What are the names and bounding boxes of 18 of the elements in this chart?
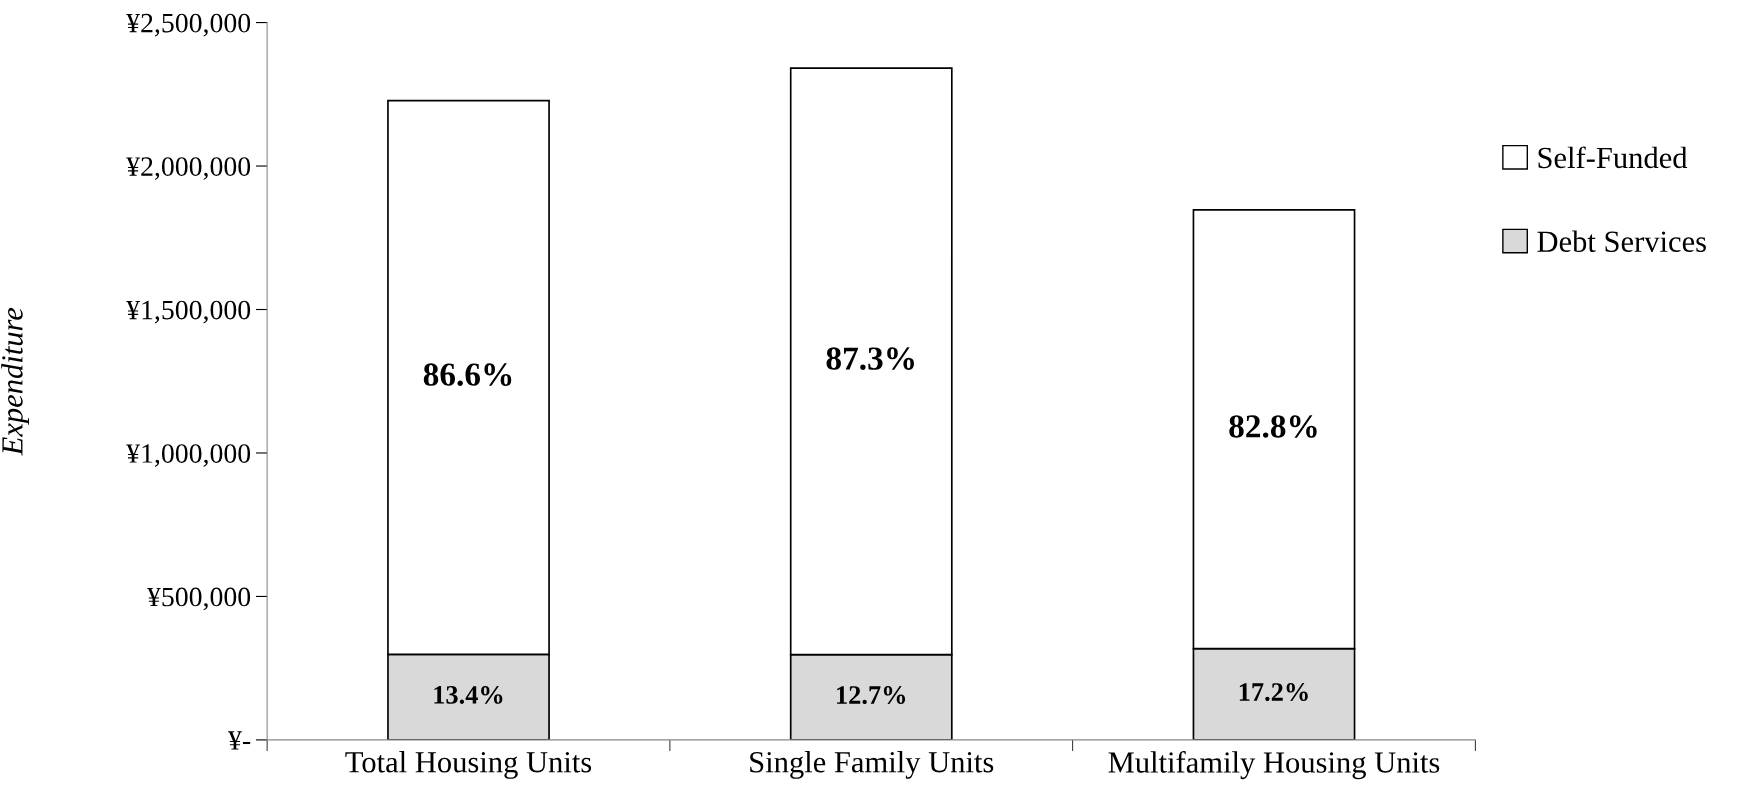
x-tick-label: Single Family Units	[750, 751, 994, 779]
y-tick-label: ¥1,500,000	[126, 300, 251, 324]
y-tick-label: ¥2,500,000	[126, 13, 251, 37]
y-axis-title: Expenditure	[1, 307, 29, 456]
y-tick-label: ¥-	[228, 731, 251, 750]
annotation: 17.2%	[1239, 683, 1308, 702]
x-tick-label: Multifamily Housing Units	[1108, 751, 1440, 780]
x-tick-label: Total Housing Units	[345, 751, 592, 779]
y-tick-label: ¥1,000,000	[126, 444, 251, 467]
annotation: 82.8%	[1229, 415, 1317, 438]
annotation: 13.4%	[434, 685, 503, 704]
legend-label: Debt Services	[1537, 230, 1706, 253]
y-tick-label: ¥500,000	[147, 587, 251, 611]
annotation: 12.7%	[837, 686, 906, 705]
legend-label: Self-Funded	[1538, 146, 1688, 169]
y-tick-label: ¥2,000,000	[126, 157, 251, 180]
annotation: 86.6%	[423, 363, 512, 386]
annotation: 87.3%	[826, 347, 914, 370]
